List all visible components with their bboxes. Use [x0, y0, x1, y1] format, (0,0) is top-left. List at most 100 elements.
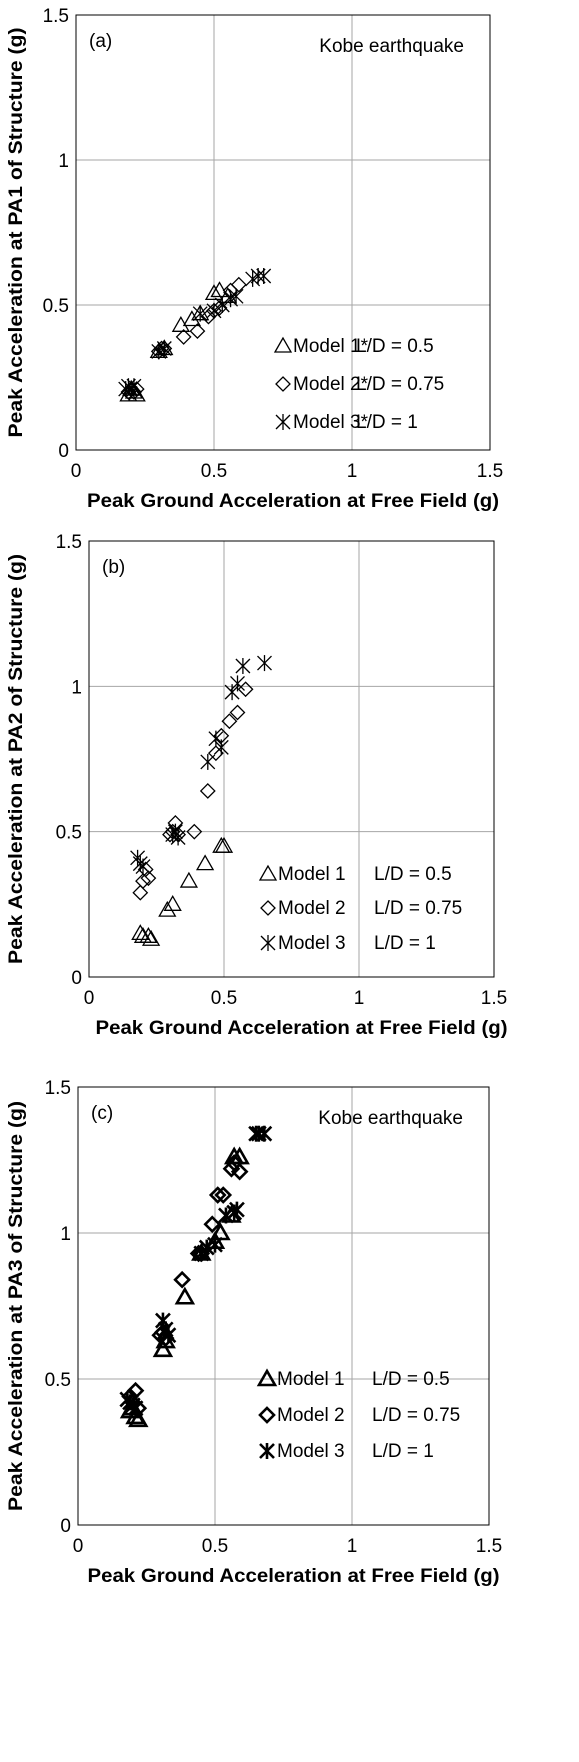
y-tick-label: 0.5: [56, 823, 82, 844]
legend-marker-diamond: [260, 900, 276, 916]
data-point-asterisk: [228, 288, 244, 305]
data-point-triangle: [152, 1339, 174, 1358]
data-point-diamond: [189, 323, 206, 340]
data-point-asterisk: [160, 1327, 177, 1344]
y-axis-title: Peak Acceleration at PA3 of Structure (g…: [6, 1101, 27, 1511]
legend-ld-ratio: L/D = 0.5: [356, 336, 434, 357]
data-point-triangle: [158, 900, 177, 917]
data-point-asterisk: [126, 378, 142, 395]
legend-marker-diamond: [258, 1406, 276, 1424]
data-point-triangle: [163, 895, 182, 911]
y-tick-label: 1.5: [45, 1078, 71, 1099]
legend-series-name: Model 1: [277, 1369, 345, 1390]
y-tick-label: 1: [60, 1224, 71, 1245]
data-point-diamond: [214, 1186, 233, 1204]
data-point-triangle: [128, 1409, 149, 1428]
data-point-diamond: [208, 1186, 227, 1204]
x-tick-label: 1.5: [481, 988, 507, 1009]
data-point-asterisk: [127, 1400, 144, 1417]
legend-marker-triangle: [256, 1368, 278, 1387]
x-tick-label: 0.5: [201, 461, 227, 482]
data-point-diamond: [203, 1215, 222, 1234]
data-point-diamond: [229, 704, 246, 721]
data-point-triangle: [174, 1286, 196, 1305]
legend-series-name: Model 2*: [293, 374, 369, 395]
legend-ld-ratio: L/D = 1: [374, 933, 436, 954]
data-point-asterisk: [200, 753, 216, 770]
data-point-asterisk: [213, 739, 229, 756]
data-point-diamond: [175, 328, 192, 345]
series-3: Model 3*L/D = 1: [118, 268, 418, 433]
chart-panel-a: 0 0.5 1 1.5 0 0.5 1 1.5 Peak Ground Acceleration…: [6, 6, 503, 512]
plot-frame: [77, 1086, 490, 1526]
x-tick-label: 1.5: [477, 461, 503, 482]
data-point-asterisk: [170, 829, 186, 846]
x-axis-title: Peak Ground Acceleration at Free Field (…: [88, 1566, 500, 1587]
data-point-asterisk: [248, 1125, 265, 1142]
data-point-diamond: [126, 384, 142, 400]
data-point-diamond: [230, 1162, 249, 1181]
legend-series-name: Model 2: [278, 898, 346, 919]
data-point-asterisk: [192, 305, 208, 322]
data-point-asterisk: [214, 297, 230, 313]
data-point-diamond: [135, 873, 151, 889]
series-3: Model 3 L/D = 1: [119, 1125, 434, 1462]
legend-marker-triangle: [273, 336, 293, 353]
data-point-asterisk: [257, 655, 272, 672]
data-point-diamond: [207, 745, 224, 762]
x-tick-label: 0: [73, 1536, 84, 1557]
panel-label: (b): [102, 557, 125, 578]
annotation-kobe-earthquake: Kobe earthquake: [318, 1108, 463, 1129]
plot-frame: [75, 14, 491, 451]
data-point-triangle: [214, 836, 234, 853]
chart-panel-b: 0 0.5 1 1.5 0 0.5 1 1.5 Peak Ground Acceleration…: [6, 532, 508, 1039]
legend-series-name: Model 3: [278, 933, 346, 954]
x-tick-label: 1: [347, 1536, 358, 1557]
series-3: Model 3 L/D = 1: [130, 655, 436, 954]
x-axis-title: Peak Ground Acceleration at Free Field (…: [96, 1018, 508, 1039]
data-point-triangle: [141, 929, 161, 946]
series-2: Model 2*L/D = 0.75: [120, 276, 444, 400]
data-point-asterisk: [256, 268, 272, 284]
x-tick-label: 0: [71, 461, 82, 482]
x-axis-title: Peak Ground Acceleration at Free Field (…: [87, 491, 499, 512]
legend-marker-triangle: [258, 864, 278, 881]
y-tick-label: 0: [58, 441, 69, 462]
data-point-asterisk: [224, 684, 240, 701]
panel-label: (a): [89, 31, 112, 52]
legend-marker-asterisk: [259, 1443, 275, 1459]
chart-panel-c: 0 0.5 1 1.5 0 0.5 1 1.5 Peak Ground Acceleration…: [6, 1078, 502, 1587]
x-tick-label: 1: [347, 461, 358, 482]
data-point-diamond: [128, 381, 145, 398]
y-axis-title: Peak Acceleration at PA1 of Structure (g…: [6, 28, 27, 438]
data-point-asterisk: [208, 730, 224, 747]
series-1: Model 1 L/D = 0.5: [119, 1146, 450, 1428]
data-point-diamond: [230, 276, 247, 293]
legend-ld-ratio: L/D = 0.75: [374, 898, 462, 919]
data-point-diamond: [199, 783, 216, 799]
y-tick-label: 1.5: [43, 6, 69, 27]
data-point-asterisk: [235, 657, 251, 674]
y-tick-label: 0: [60, 1516, 71, 1537]
plot-frame: [88, 540, 495, 978]
data-point-diamond: [186, 823, 203, 840]
data-point-triangle: [171, 315, 191, 332]
legend-ld-ratio: L/D = 1: [372, 1441, 434, 1462]
data-point-diamond: [137, 861, 154, 878]
data-point-diamond: [140, 870, 157, 887]
x-tick-label: 0: [84, 988, 95, 1009]
data-point-diamond: [221, 713, 238, 730]
data-point-diamond: [132, 884, 149, 901]
data-point-diamond: [173, 1270, 191, 1289]
legend-ld-ratio: L/D = 0.5: [374, 864, 452, 885]
y-tick-label: 1.5: [56, 532, 82, 553]
data-point-triangle: [195, 854, 215, 871]
legend-series-name: Model 1*: [293, 336, 369, 357]
data-point-triangle: [139, 926, 158, 943]
x-tick-label: 0.5: [211, 988, 237, 1009]
data-point-diamond: [237, 681, 254, 698]
y-tick-label: 0.5: [43, 296, 69, 317]
legend-ld-ratio: L/D = 0.75: [356, 374, 444, 395]
data-point-asterisk: [230, 675, 245, 692]
